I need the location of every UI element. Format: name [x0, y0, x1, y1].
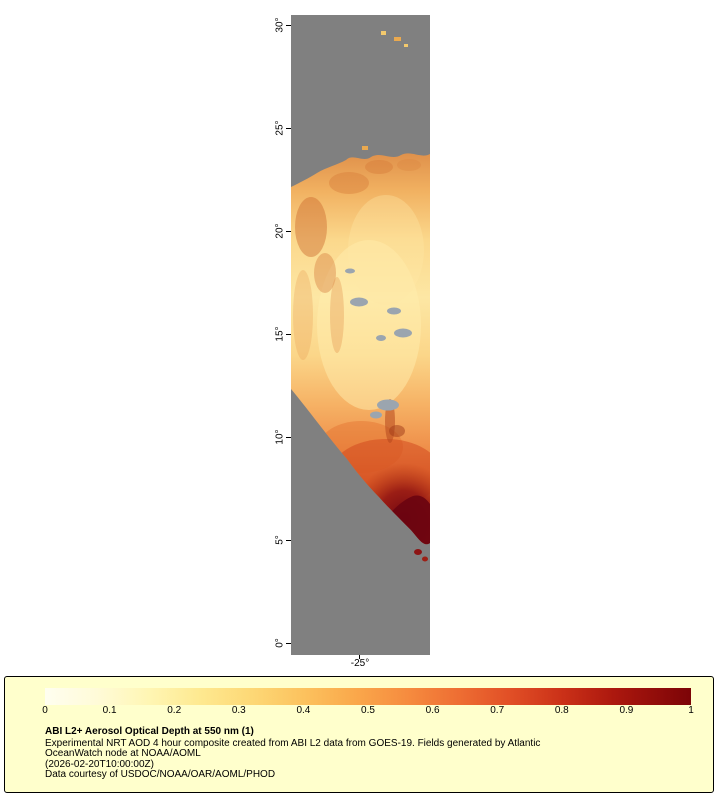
colorbar-tick-label: 0.8	[554, 705, 569, 716]
lon-tick	[359, 655, 360, 659]
detached-aod-specks	[362, 31, 428, 562]
caption-line: OceanWatch node at NOAA/AOML	[45, 748, 201, 760]
colorbar-tick-label: 0.5	[361, 705, 375, 716]
lat-tick-label-20: 20°	[274, 223, 286, 239]
dust-mottling	[293, 159, 421, 360]
lat-tick-15	[286, 334, 291, 335]
lon-tick-label: -25°	[350, 658, 370, 669]
colorbar-tick-label: 0.7	[490, 705, 505, 716]
colorbar-tick-label: 0.2	[167, 705, 182, 716]
colorbar-tick-label: 0	[42, 705, 48, 716]
colorbar-tick-label: 0.6	[425, 705, 440, 716]
caption-line: Data courtesy of USDOC/NOAA/OAR/AOML/PHO…	[45, 769, 276, 781]
colorbar-tick-row: 0 0.1 0.2 0.3 0.4 0.5 0.6 0.7 0.8 0.9 1	[42, 705, 694, 718]
caption-line: Experimental NRT AOD 4 hour composite cr…	[45, 737, 541, 749]
lat-tick-0	[286, 643, 291, 644]
lat-tick-10	[286, 437, 291, 438]
lat-tick-5	[286, 540, 291, 541]
colorbar-gradient	[45, 688, 691, 705]
legend-panel: 0 0.1 0.2 0.3 0.4 0.5 0.6 0.7 0.8 0.9 1 …	[4, 676, 714, 793]
colorbar-tick-label: 0.4	[296, 705, 311, 716]
caption-block: ABI L2+ Aerosol Optical Depth at 550 nm …	[45, 726, 541, 781]
aod-map-plot	[291, 15, 430, 655]
lat-tick-25	[286, 128, 291, 129]
lat-tick-20	[286, 231, 291, 232]
map-svg	[291, 15, 430, 655]
caption-title: ABI L2+ Aerosol Optical Depth at 550 nm …	[45, 726, 254, 737]
lat-tick-label-5: 5°	[274, 535, 286, 545]
lat-tick-label-30: 30°	[274, 17, 286, 33]
lat-tick-label-25: 25°	[274, 120, 286, 136]
colorbar-tick-label: 0.1	[102, 705, 117, 716]
pale-low-aod-region	[317, 195, 424, 410]
lat-tick-label-0: 0°	[274, 638, 286, 648]
lat-tick-30	[286, 25, 291, 26]
lat-tick-label-15: 15°	[274, 326, 286, 342]
lat-tick-label-10: 10°	[274, 429, 286, 445]
high-aod-region	[319, 399, 430, 545]
colorbar-tick-label: 0.3	[231, 705, 246, 716]
colorbar-tick-label: 1	[688, 705, 694, 716]
caption-line: (2026-02-20T10:00:00Z)	[45, 758, 154, 770]
colorbar-tick-label: 0.9	[619, 705, 634, 716]
cloud-gaps	[345, 268, 412, 419]
